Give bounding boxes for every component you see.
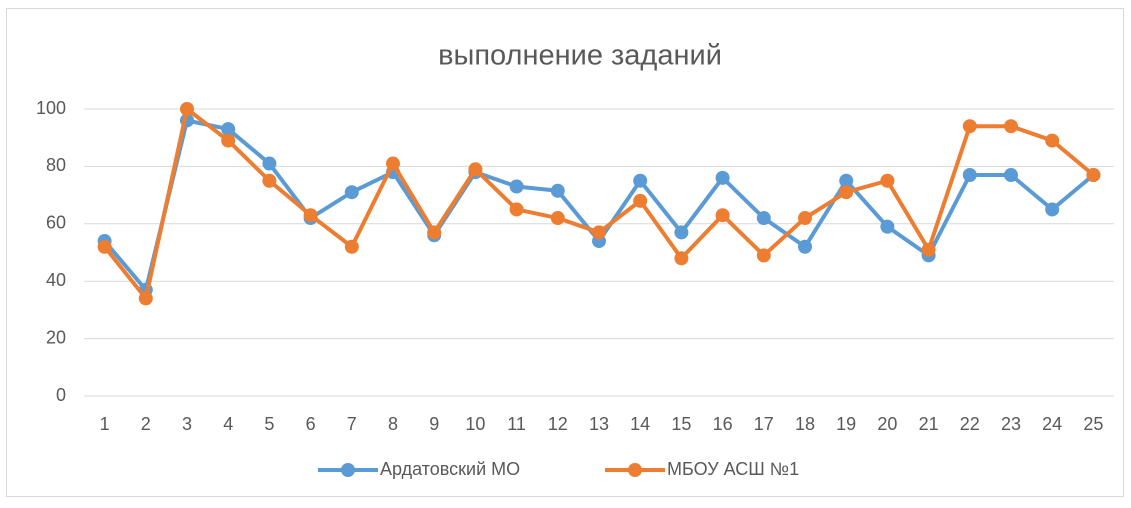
x-tick-label: 17 <box>754 414 774 434</box>
data-point <box>756 248 771 263</box>
legend-label: Ардатовский МО <box>380 459 520 479</box>
data-point <box>344 185 359 200</box>
data-point <box>1045 202 1060 217</box>
x-tick-label: 12 <box>548 414 568 434</box>
data-point <box>386 156 400 171</box>
data-point <box>1045 133 1060 148</box>
chart-title: выполнение заданий <box>438 40 722 72</box>
y-tick-label: 0 <box>56 385 66 405</box>
chart-border <box>6 8 1124 497</box>
x-tick-label: 1 <box>100 414 110 434</box>
data-point <box>1086 168 1101 183</box>
data-point <box>468 162 483 177</box>
data-point <box>715 208 730 223</box>
data-point <box>962 119 977 134</box>
x-tick-label: 16 <box>713 414 733 434</box>
data-point <box>509 179 524 194</box>
data-point <box>633 173 648 188</box>
x-tick-label: 21 <box>919 414 939 434</box>
x-tick-label: 19 <box>836 414 856 434</box>
data-point <box>1004 119 1018 134</box>
x-tick-label: 2 <box>141 414 151 434</box>
legend-marker <box>341 463 355 477</box>
y-tick-label: 100 <box>36 98 66 118</box>
data-point <box>756 211 771 226</box>
data-point <box>97 239 112 254</box>
data-point <box>633 193 648 208</box>
legend-marker <box>628 463 642 477</box>
data-point <box>138 291 153 306</box>
y-tick-label: 60 <box>46 213 66 233</box>
data-point <box>674 225 689 240</box>
x-tick-label: 7 <box>347 414 357 434</box>
data-point <box>221 133 236 148</box>
data-point <box>921 242 936 257</box>
x-tick-label: 25 <box>1083 414 1103 434</box>
y-tick-label: 80 <box>46 155 66 175</box>
x-tick-label: 3 <box>182 414 192 434</box>
x-tick-label: 22 <box>960 414 980 434</box>
data-point <box>1004 168 1018 183</box>
x-tick-label: 11 <box>507 414 526 434</box>
data-point <box>839 185 854 200</box>
data-point <box>839 173 854 188</box>
data-point <box>262 156 277 171</box>
data-point <box>221 122 236 137</box>
data-point <box>592 225 606 240</box>
x-tick-label: 13 <box>589 414 609 434</box>
y-tick-label: 20 <box>46 327 66 347</box>
legend-label: МБОУ АСШ №1 <box>667 459 799 479</box>
data-point <box>262 173 277 188</box>
x-tick-label: 6 <box>306 414 316 434</box>
x-tick-label: 18 <box>795 414 815 434</box>
data-point <box>798 239 812 254</box>
x-tick-label: 8 <box>388 414 398 434</box>
data-point <box>880 219 895 234</box>
data-point <box>798 211 812 226</box>
data-point <box>962 168 977 183</box>
data-point <box>715 170 730 185</box>
x-tick-label: 9 <box>429 414 439 434</box>
data-point <box>880 173 895 188</box>
data-point <box>344 239 359 254</box>
data-point <box>303 208 318 223</box>
data-point <box>180 102 194 116</box>
data-point <box>550 183 565 198</box>
x-tick-label: 14 <box>630 414 650 434</box>
data-point <box>674 251 689 266</box>
x-tick-label: 23 <box>1001 414 1021 434</box>
x-tick-label: 10 <box>465 414 485 434</box>
x-tick-label: 15 <box>671 414 691 434</box>
x-tick-label: 20 <box>877 414 897 434</box>
data-point <box>509 202 524 217</box>
x-tick-label: 5 <box>264 414 274 434</box>
x-tick-label: 4 <box>223 414 233 434</box>
y-tick-label: 40 <box>46 270 66 290</box>
data-point <box>550 211 565 226</box>
data-point <box>427 225 442 240</box>
x-tick-label: 24 <box>1042 414 1062 434</box>
